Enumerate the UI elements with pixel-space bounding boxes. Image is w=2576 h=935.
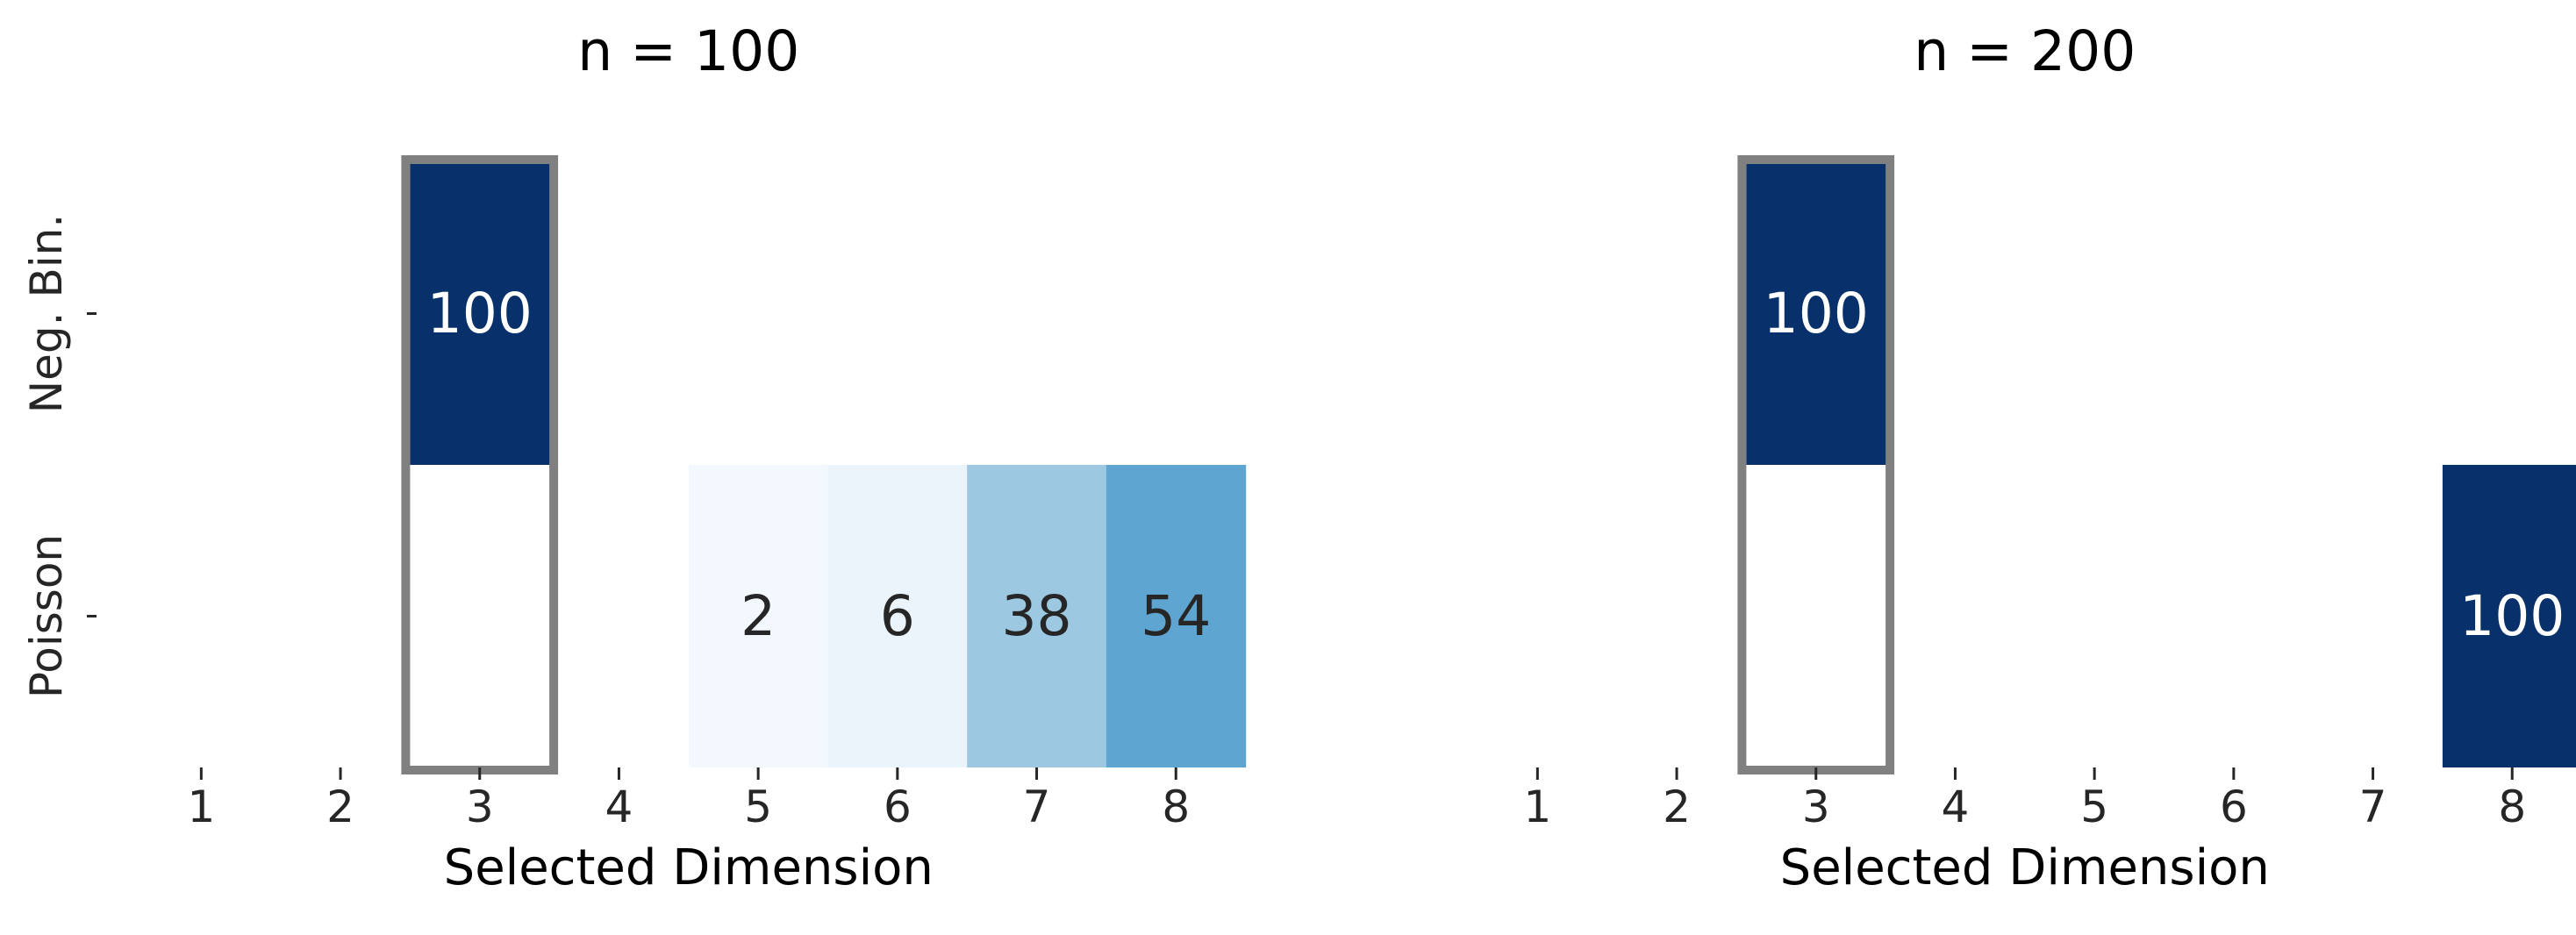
heatmap-cell [827,465,968,767]
heatmap-panel-1: 100 2 6 38 54 1 2 3 4 5 6 7 8 Neg. Bin. Poisson Selecte… [21,19,1247,896]
x-tick-label: 5 [744,782,772,832]
x-tick-label: 7 [2359,782,2387,832]
cell-value-label: 6 [880,584,915,648]
heatmap-panel-2: 100 100 1 2 3 4 5 6 7 8 Selected Dimension n = 200 [1523,19,2576,896]
cell-value-label: 38 [1001,584,1071,648]
x-tick-label: 5 [2080,782,2108,832]
heatmap-cell [410,162,550,465]
heatmap-cell [2442,465,2576,767]
x-tick-label: 1 [187,782,215,832]
x-tick-label: 6 [2220,782,2248,832]
x-tick-label: 4 [605,782,633,832]
chart-title: n = 100 [577,19,799,83]
x-tick-label: 4 [1942,782,1970,832]
heatmap-cell [1106,465,1247,767]
x-tick-label: 7 [1023,782,1051,832]
x-tick-label: 3 [1802,782,1830,832]
x-axis-label: Selected Dimension [444,839,934,896]
y-tick-label: Poisson [21,534,72,698]
x-tick-label: 2 [1663,782,1691,832]
cell-value-label: 54 [1141,584,1211,648]
x-tick-label: 6 [884,782,912,832]
x-tick-label: 1 [1523,782,1551,832]
y-tick-label: Neg. Bin. [21,214,72,413]
cell-value-label: 100 [427,282,533,346]
chart-title: n = 200 [1914,19,2136,83]
x-tick-label: 2 [326,782,354,832]
x-axis-label: Selected Dimension [1780,839,2270,896]
heatmap-cell [1746,162,1886,465]
x-tick-label: 8 [2498,782,2526,832]
x-tick-label: 8 [1162,782,1190,832]
cell-value-label: 2 [741,584,776,648]
heatmap-cell [688,465,829,767]
cell-value-label: 100 [2459,584,2565,648]
cell-value-label: 100 [1764,282,1869,346]
x-tick-label: 3 [466,782,494,832]
heatmap-cell [967,465,1107,767]
